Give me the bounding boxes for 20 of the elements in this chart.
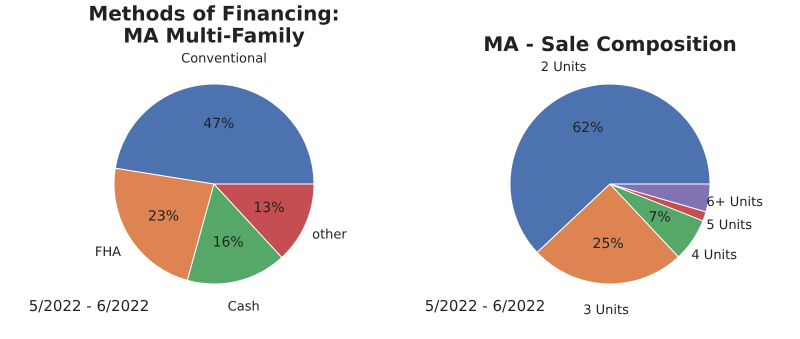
slice-label: Cash	[228, 299, 260, 314]
data-label: 25%	[592, 236, 624, 252]
slice-label: 4 Units	[691, 248, 738, 263]
slice-label: FHA	[94, 245, 122, 260]
data-label: 62%	[572, 120, 604, 136]
chart-title: MA - Sale Composition	[483, 32, 737, 56]
slice-label: Conventional	[181, 51, 267, 66]
data-label: 47%	[203, 116, 234, 132]
slice-label: 6+ Units	[706, 194, 764, 210]
data-label: 7%	[648, 210, 671, 226]
data-label: 16%	[212, 234, 244, 250]
text: 5/2022 - 6/2022	[424, 297, 546, 315]
data-label: 23%	[148, 208, 180, 224]
data-label: 13%	[253, 200, 285, 216]
slice-label: 5 Units	[706, 218, 752, 233]
slice-label: 2 Units	[540, 60, 587, 75]
chart-title: Methods of Financing: MA Multi-Family	[88, 1, 340, 48]
slice-label: other	[312, 228, 348, 243]
slice-label: 3 Units	[583, 302, 630, 318]
text: 5/2022 - 6/2022	[28, 297, 150, 315]
